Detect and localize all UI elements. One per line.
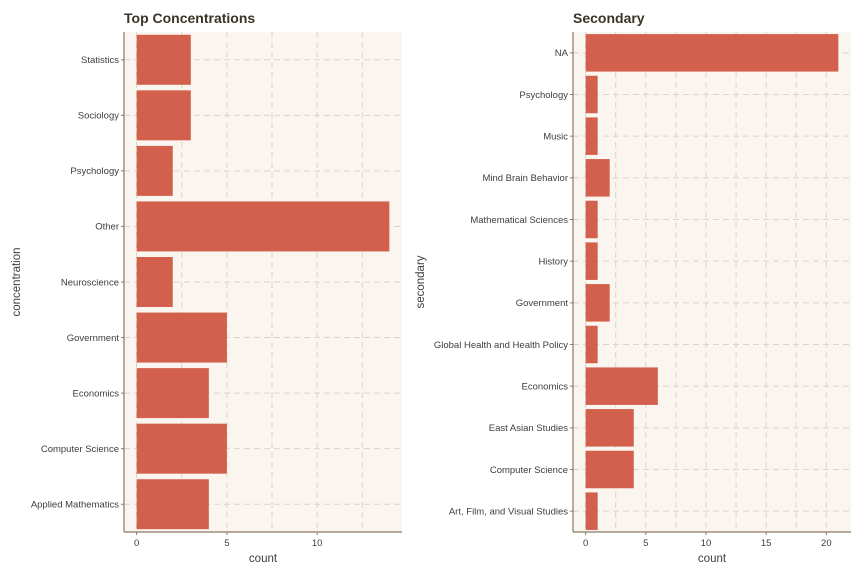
bar-na xyxy=(585,34,839,72)
y-tick-label: East Asian Studies xyxy=(489,423,568,434)
x-tick-label: 10 xyxy=(312,538,323,549)
y-tick-label: Economics xyxy=(522,381,569,392)
y-tick-label: History xyxy=(538,256,568,267)
y-tick-label: Economics xyxy=(73,388,120,399)
x-axis-title: count xyxy=(698,553,727,565)
y-tick-labels: Statistics Sociology Psychology Other Neuros… xyxy=(31,55,120,510)
bar-music xyxy=(585,117,598,155)
y-tick-label: Music xyxy=(543,131,568,142)
x-tick-label: 0 xyxy=(134,538,139,549)
y-tick-label: Mathematical Sciences xyxy=(470,215,568,226)
y-tick-label: Computer Science xyxy=(490,465,568,476)
bar-mathematical-sciences xyxy=(585,200,598,239)
bar-art-film-and-visual-studies xyxy=(585,492,598,530)
y-axis-title: secondary xyxy=(415,255,427,308)
y-tick-labels: NA Psychology Music Mind Brain Behavior Math… xyxy=(434,48,569,517)
bar-statistics xyxy=(136,34,191,85)
bar-sociology xyxy=(136,90,191,141)
bar-computer-science xyxy=(585,450,634,489)
y-tick-label: Applied Mathematics xyxy=(31,500,119,511)
bar-other xyxy=(136,201,390,252)
y-tick-label: Neuroscience xyxy=(61,277,119,288)
x-tick-labels: 0 5 10 15 20 xyxy=(583,538,832,549)
chart-panel-top-concentrations: Top Concentrations Statistics Sociology Ps… xyxy=(11,10,402,565)
x-tick-label: 5 xyxy=(643,538,648,549)
y-tick-label: Psychology xyxy=(519,90,568,101)
x-tick-label: 0 xyxy=(583,538,588,549)
bar-economics xyxy=(136,368,209,419)
y-tick-label: Computer Science xyxy=(41,444,119,455)
x-tick-label: 20 xyxy=(821,538,832,549)
y-axis-title: concentration xyxy=(11,247,23,316)
x-tick-label: 10 xyxy=(701,538,712,549)
y-tick-label: Mind Brain Behavior xyxy=(482,173,568,184)
x-tick-labels: 0 5 10 xyxy=(134,538,322,549)
y-tick-label: Sociology xyxy=(78,111,119,122)
bar-psychology xyxy=(136,145,173,196)
y-tick-label: Government xyxy=(67,333,120,344)
bars xyxy=(136,34,390,530)
chart-title: Secondary xyxy=(573,10,645,26)
bars xyxy=(585,34,839,530)
x-axis-title: count xyxy=(249,553,278,565)
y-tick-label: Psychology xyxy=(70,166,119,177)
bar-global-health-and-health-policy xyxy=(585,325,598,364)
chart-title: Top Concentrations xyxy=(124,10,255,26)
plot-background xyxy=(573,32,851,532)
x-tick-label: 15 xyxy=(761,538,772,549)
y-tick-label: Global Health and Health Policy xyxy=(434,340,568,351)
bar-government xyxy=(136,312,227,363)
bar-government xyxy=(585,284,610,322)
bar-mind-brain-behavior xyxy=(585,159,610,197)
chart-panel-secondary: Secondary NA Psychology Music Mind Brain Be… xyxy=(415,10,851,565)
bar-neuroscience xyxy=(136,257,173,307)
x-tick-label: 5 xyxy=(224,538,229,549)
y-tick-label: Art, Film, and Visual Studies xyxy=(449,506,568,517)
bar-applied-mathematics xyxy=(136,479,209,530)
axes xyxy=(121,32,402,535)
bar-computer-science xyxy=(136,423,227,474)
bar-psychology xyxy=(585,75,598,114)
y-tick-label: NA xyxy=(555,48,569,59)
y-tick-label: Statistics xyxy=(81,55,119,66)
axes xyxy=(570,32,851,535)
y-tick-label: Other xyxy=(95,222,119,233)
bar-history xyxy=(585,242,598,280)
bar-economics xyxy=(585,367,658,405)
y-tick-label: Government xyxy=(516,298,569,309)
bar-east-asian-studies xyxy=(585,409,634,447)
